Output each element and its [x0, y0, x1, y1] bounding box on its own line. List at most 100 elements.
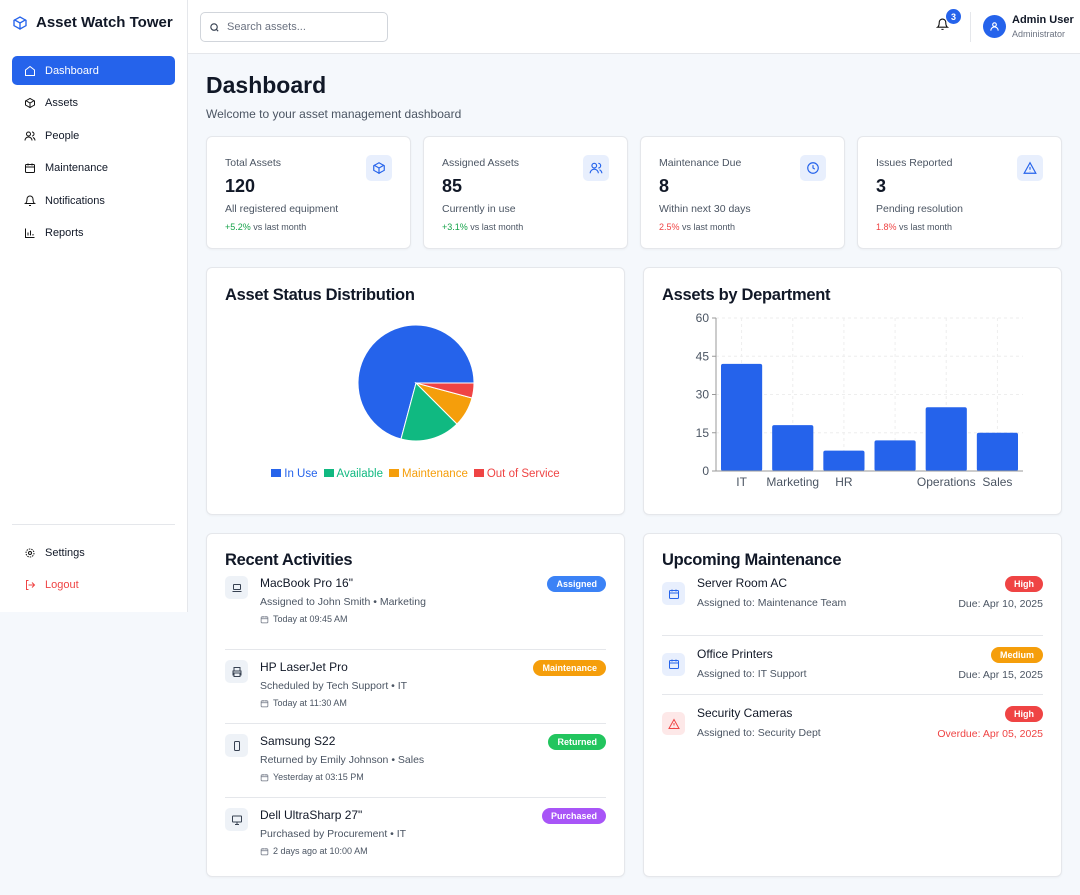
x-tick-label: Marketing	[766, 475, 819, 489]
stat-change-suffix: vs last month	[682, 222, 736, 232]
maintenance-item[interactable]: Office Printers Assigned to: IT Support …	[662, 636, 1043, 695]
stat-card: Total Assets 120 All registered equipmen…	[206, 136, 411, 249]
maintenance-assignee: Assigned to: Security Dept	[697, 727, 821, 739]
due-date: Due: Apr 10, 2025	[958, 598, 1043, 610]
status-badge: Maintenance	[533, 660, 606, 676]
calendar-icon	[260, 773, 269, 781]
department-panel: Assets by Department 0 15 30 45 60 IT Marketin…	[643, 267, 1062, 515]
stat-icon-box	[583, 155, 609, 181]
calendar-icon	[260, 847, 269, 855]
stat-value: 8	[659, 176, 670, 196]
bell-icon	[24, 195, 36, 206]
notification-bell-icon[interactable]	[936, 18, 949, 31]
priority-badge: Medium	[990, 646, 1043, 663]
y-tick-label: 45	[696, 349, 710, 363]
maintenance-title: Upcoming Maintenance	[662, 551, 842, 569]
sidebar-item-people[interactable]: People	[12, 121, 175, 150]
logout-label: Logout	[45, 579, 79, 591]
activity-item[interactable]: MacBook Pro 16" Assigned to John Smith •…	[225, 576, 606, 650]
stat-change: +3.1%	[442, 222, 468, 232]
user-role: Administrator	[1012, 29, 1066, 39]
pie-chart	[357, 324, 475, 442]
stat-description: Within next 30 days	[659, 203, 751, 215]
pie-legend: In Use Available Maintenance Out of Service	[225, 468, 606, 480]
bar-unlabeled[interactable]	[874, 440, 916, 471]
activity-icon-box	[225, 576, 248, 599]
printer-icon	[232, 666, 241, 677]
header-divider	[970, 12, 971, 42]
maintenance-item[interactable]: Security Cameras Assigned to: Security D…	[662, 695, 1043, 755]
calendar-icon	[668, 589, 679, 599]
activity-item[interactable]: Samsung S22 Returned by Emily Johnson • …	[225, 724, 606, 798]
bar-chart: 0 15 30 45 60 IT Marketing HR Operations Sales	[696, 311, 1023, 489]
activity-icon-box	[225, 660, 248, 683]
stat-card: Issues Reported 3 Pending resolution 1.8…	[857, 136, 1062, 249]
recent-activities-panel: Recent Activities MacBook Pro 16" Assign…	[206, 533, 625, 877]
activity-time: 2 days ago at 10:00 AM	[273, 846, 368, 856]
page-subtitle: Welcome to your asset management dashboa…	[206, 107, 462, 121]
sidebar-item-settings[interactable]: Settings	[12, 538, 175, 567]
stat-label: Maintenance Due	[659, 157, 742, 169]
sidebar-item-logout[interactable]: Logout	[12, 571, 175, 600]
x-tick-label: Sales	[982, 475, 1012, 489]
activity-detail: Scheduled by Tech Support • IT	[260, 680, 408, 692]
calendar-icon	[260, 699, 269, 707]
pie-title: Asset Status Distribution	[225, 286, 415, 304]
stat-icon-box	[1017, 155, 1043, 181]
sidebar-item-reports[interactable]: Reports	[12, 219, 175, 248]
legend-item[interactable]: Available	[323, 468, 383, 480]
activity-name: Dell UltraSharp 27"	[260, 808, 363, 822]
due-date: Overdue: Apr 05, 2025	[937, 728, 1043, 740]
sidebar: Asset Watch Tower Dashboard Assets People M…	[0, 0, 188, 612]
sidebar-item-label: Assets	[45, 97, 79, 109]
sidebar-item-dashboard[interactable]: Dashboard	[12, 56, 175, 85]
search-input[interactable]: Search assets...	[200, 12, 388, 42]
calendar-icon	[25, 163, 35, 173]
bar-sales[interactable]	[976, 432, 1018, 471]
activity-item[interactable]: Dell UltraSharp 27" Purchased by Procure…	[225, 798, 606, 872]
stat-description: Pending resolution	[876, 203, 963, 215]
maintenance-assignee: Assigned to: Maintenance Team	[697, 597, 847, 609]
bar-it[interactable]	[721, 363, 763, 471]
sidebar-divider	[12, 524, 175, 525]
bar-operations[interactable]	[925, 407, 967, 471]
y-tick-label: 15	[696, 426, 710, 440]
priority-badge: High	[1005, 576, 1043, 592]
bar-marketing[interactable]	[772, 425, 814, 471]
stat-change-suffix: vs last month	[253, 222, 307, 232]
pie-slice-in-use[interactable]	[357, 324, 475, 440]
activity-name: HP LaserJet Pro	[260, 660, 348, 674]
sidebar-item-maintenance[interactable]: Maintenance	[12, 154, 175, 183]
app-logo[interactable]: Asset Watch Tower	[0, 0, 187, 45]
alert-icon	[667, 717, 680, 729]
bar-hr[interactable]	[823, 450, 865, 471]
status-badge: Assigned	[547, 576, 606, 592]
user-info[interactable]: Admin User Administrator	[1012, 14, 1074, 39]
avatar[interactable]	[983, 15, 1006, 38]
maintenance-item[interactable]: Server Room AC Assigned to: Maintenance …	[662, 576, 1043, 636]
legend-item[interactable]: Maintenance	[388, 468, 468, 480]
activity-detail: Returned by Emily Johnson • Sales	[260, 754, 425, 766]
activity-item[interactable]: HP LaserJet Pro Scheduled by Tech Suppor…	[225, 650, 606, 724]
legend-item[interactable]: In Use	[271, 468, 318, 480]
sidebar-item-notifications[interactable]: Notifications	[12, 186, 175, 215]
x-tick-label: Operations	[917, 475, 976, 489]
stat-description: All registered equipment	[225, 203, 339, 215]
sidebar-item-label: People	[45, 129, 80, 142]
activity-name: Samsung S22	[260, 734, 336, 748]
activity-detail: Purchased by Procurement • IT	[260, 828, 407, 840]
stat-icon-box	[366, 155, 392, 181]
sidebar-item-label: Notifications	[45, 194, 105, 207]
pie-slice-available[interactable]	[400, 382, 458, 442]
gear-icon	[25, 548, 35, 557]
search-icon	[210, 22, 219, 32]
legend-label: Out of Service	[486, 468, 560, 480]
search-placeholder: Search assets...	[227, 21, 306, 33]
legend-item[interactable]: Out of Service	[473, 468, 560, 480]
sidebar-item-assets[interactable]: Assets	[12, 89, 175, 118]
maintenance-icon-box	[662, 582, 685, 605]
pie-slice-out-of-service[interactable]	[415, 382, 475, 399]
maintenance-assignee: Assigned to: IT Support	[697, 667, 807, 680]
alert-icon	[1023, 161, 1037, 174]
stat-value: 3	[876, 176, 887, 196]
